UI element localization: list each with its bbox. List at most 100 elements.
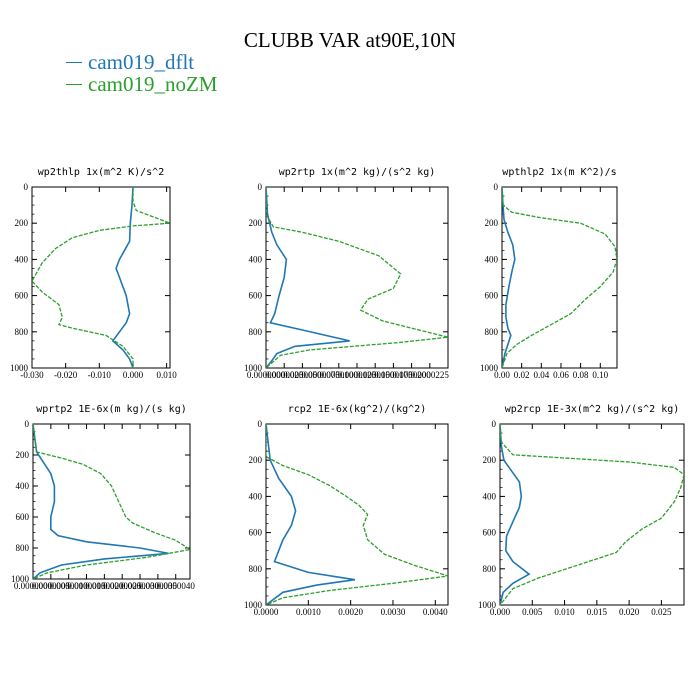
y-tick-label: 800 xyxy=(485,327,499,337)
series-line-dflt xyxy=(266,187,350,368)
x-tick-label: -0.020 xyxy=(54,370,78,380)
x-tick-label: 0.0000015 xyxy=(67,581,106,591)
x-tick-label: 0.025 xyxy=(651,607,672,617)
y-tick-label: 400 xyxy=(485,254,499,264)
x-tick-label: 0.0000225 xyxy=(411,370,450,380)
legend-swatch-dflt xyxy=(66,61,82,63)
plot-frame xyxy=(265,423,449,606)
chart-panel-5: rcp2 1E-6x(kg^2)/(kg^2) 0 200 400 600 800 1000… xyxy=(244,404,449,617)
y-tick-label: 1000 xyxy=(244,363,263,373)
panel-title: wprtp2 1E-6x(m kg)/(s kg) xyxy=(36,404,187,415)
x-tick-label: 0.0000040 xyxy=(157,581,196,591)
y-tick-label: 600 xyxy=(485,291,499,301)
series-line-dflt xyxy=(33,424,169,579)
x-tick-label: 0.005 xyxy=(522,607,543,617)
plot-frame xyxy=(501,186,618,369)
y-tick-label: 0 xyxy=(25,419,30,429)
x-tick-label: 0.08 xyxy=(573,370,589,380)
y-tick-label: 200 xyxy=(485,218,499,228)
x-tick-label: 0.0000010 xyxy=(50,581,89,591)
series-line-nozm xyxy=(500,424,684,605)
x-tick-label: 0.0000200 xyxy=(392,370,431,380)
x-tick-label: 0.0000050 xyxy=(283,370,322,380)
plot-frame xyxy=(31,186,171,369)
x-tick-label: 0.0000000 xyxy=(14,581,53,591)
x-tick-label: 0.0000175 xyxy=(374,370,413,380)
x-tick-label: -0.010 xyxy=(88,370,112,380)
x-tick-label: 0.0000100 xyxy=(320,370,359,380)
x-tick-label: 0.0000000 xyxy=(247,370,286,380)
y-tick-label: 200 xyxy=(15,218,29,228)
x-tick-label: 0.10 xyxy=(592,370,608,380)
y-tick-label: 800 xyxy=(249,327,263,337)
y-tick-label: 0 xyxy=(258,419,263,429)
x-tick-label: 0.06 xyxy=(553,370,569,380)
legend-label-nozm: cam019_noZM xyxy=(88,72,218,96)
y-tick-label: 1000 xyxy=(478,600,497,610)
chart-panel-1: wp2thlp 1x(m^2 K)/s^202004006008001000-0… xyxy=(10,167,177,380)
y-tick-label: 600 xyxy=(15,291,29,301)
x-tick-label: 0.020 xyxy=(619,607,640,617)
y-tick-label: 400 xyxy=(16,481,30,491)
series-line-nozm xyxy=(33,424,190,579)
series-line-nozm xyxy=(32,187,170,368)
chart-panel-4: wprtp2 1E-6x(m kg)/(s kg) 0 200 400 600 800 10… xyxy=(11,404,195,591)
y-tick-label: 200 xyxy=(249,218,263,228)
y-tick-label: 1000 xyxy=(11,574,30,584)
x-tick-label: 0.04 xyxy=(533,370,549,380)
page-title: CLUBB VAR at90E,10N xyxy=(243,28,457,52)
y-tick-label: 1000 xyxy=(244,600,263,610)
legend-label-dflt: cam019_dflt xyxy=(88,50,195,74)
y-tick-label: 400 xyxy=(15,254,29,264)
y-tick-label: 0 xyxy=(492,419,497,429)
x-tick-label: 0.0000025 xyxy=(103,581,142,591)
x-tick-label: 0.010 xyxy=(554,607,575,617)
x-tick-label: 0.015 xyxy=(587,607,608,617)
y-tick-label: 400 xyxy=(483,491,497,501)
x-tick-label: 0.0000125 xyxy=(338,370,377,380)
y-tick-label: 200 xyxy=(483,455,497,465)
series-line-dflt xyxy=(500,424,531,605)
x-tick-label: 0.0020 xyxy=(338,607,363,617)
panel-title: wpthlp2 1x(m K^2)/s xyxy=(502,167,616,178)
x-tick-label: 0.00 xyxy=(494,370,510,380)
y-tick-label: 600 xyxy=(249,528,263,538)
x-tick-label: 0.0000005 xyxy=(32,581,71,591)
x-tick-label: 0.0010 xyxy=(296,607,321,617)
legend-item-dflt: cam019_dflt xyxy=(66,50,194,75)
x-tick-label: 0.000 xyxy=(123,370,144,380)
y-tick-label: 0 xyxy=(258,182,263,192)
panel-title: rcp2 1E-6x(kg^2)/(kg^2) xyxy=(288,404,426,415)
x-tick-label: 0.0030 xyxy=(381,607,406,617)
series-line-dflt xyxy=(111,187,134,368)
x-tick-label: 0.0000020 xyxy=(85,581,124,591)
x-tick-label: -0.030 xyxy=(20,370,44,380)
panel-title: wp2rcp 1E-3x(m^2 kg)/(s^2 kg) xyxy=(505,404,680,415)
panel-title: wp2thlp 1x(m^2 K)/s^2 xyxy=(38,167,164,178)
chart-panel-6: wp2rcp 1E-3x(m^2 kg)/(s^2 kg) 0 200 400 600 8… xyxy=(478,404,685,617)
legend-item-nozm: cam019_noZM xyxy=(66,72,217,97)
y-tick-label: 600 xyxy=(249,291,263,301)
x-tick-label: 0.010 xyxy=(157,370,178,380)
chart-panel-3: wpthlp2 1x(m K^2)/s0 200 400 600 800 10000.00… xyxy=(480,167,618,380)
series-line-dflt xyxy=(502,187,516,368)
series-line-dflt xyxy=(266,424,356,605)
y-tick-label: 600 xyxy=(483,528,497,538)
y-tick-label: 800 xyxy=(249,564,263,574)
x-tick-label: 0.0000150 xyxy=(356,370,395,380)
y-tick-label: 0 xyxy=(494,182,499,192)
y-tick-label: 0 xyxy=(24,182,29,192)
x-tick-label: 0.0000025 xyxy=(265,370,304,380)
y-tick-label: 200 xyxy=(16,450,30,460)
plot-frame xyxy=(499,423,685,606)
y-tick-label: 800 xyxy=(483,564,497,574)
y-tick-label: 1000 xyxy=(480,363,499,373)
plot-frame xyxy=(32,423,191,580)
y-tick-label: 600 xyxy=(16,512,30,522)
y-tick-label: 1000 xyxy=(10,363,29,373)
x-tick-label: 0.0040 xyxy=(423,607,448,617)
legend-swatch-nozm xyxy=(66,83,82,85)
series-line-nozm xyxy=(266,424,448,605)
y-tick-label: 400 xyxy=(249,491,263,501)
